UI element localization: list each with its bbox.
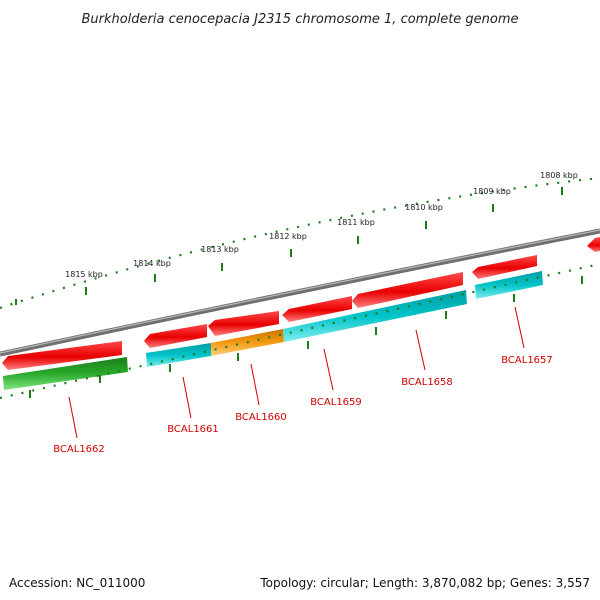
forward-strand-genes — [2, 237, 600, 370]
leader-line — [415, 329, 426, 371]
gene-label[interactable]: BCAL1659 — [310, 397, 362, 408]
backbone-highlight — [0, 229, 600, 354]
gene-arrow[interactable] — [144, 324, 207, 348]
scale-label: 1808 kbp — [540, 171, 578, 180]
gene-arrow[interactable] — [472, 255, 537, 279]
gene-arrow[interactable] — [352, 272, 463, 308]
gene-labels: BCAL1662 BCAL1661 BCAL1660 BCAL1659 BCAL… — [53, 355, 553, 455]
scale-label: 1809 kbp — [473, 187, 511, 196]
gene-label[interactable]: BCAL1661 — [167, 424, 219, 435]
gene-arrow[interactable] — [282, 296, 352, 322]
leader-line — [182, 376, 192, 419]
map-title: Burkholderia cenocepacia J2315 chromosom… — [81, 12, 518, 27]
gene-arrow[interactable] — [587, 237, 600, 252]
cds-bar[interactable] — [475, 271, 543, 299]
scale-labels: 1815 kbp 1814 kbp 1813 kbp 1812 kbp 1811… — [65, 171, 578, 279]
label-leaders — [68, 306, 525, 439]
cds-bar[interactable] — [3, 357, 128, 390]
inner-scale-ring — [0, 262, 600, 400]
inner-scale-dots — [0, 262, 600, 400]
leader-line — [323, 348, 334, 391]
chromosome-backbone — [0, 228, 600, 357]
leader-line — [250, 363, 260, 406]
gene-arrow[interactable] — [2, 341, 122, 370]
leader-line — [514, 306, 525, 349]
scale-label: 1814 kbp — [133, 259, 171, 268]
scale-label: 1815 kbp — [65, 270, 103, 279]
cds-features — [3, 271, 543, 390]
gene-arrow[interactable] — [208, 311, 279, 336]
scale-label: 1813 kbp — [201, 245, 239, 254]
scale-label: 1811 kbp — [337, 218, 375, 227]
gene-label[interactable]: BCAL1662 — [53, 444, 105, 455]
scale-label: 1812 kbp — [269, 232, 307, 241]
leader-line — [68, 396, 78, 439]
cds-bar[interactable] — [283, 290, 467, 342]
accession-text: Accession: NC_011000 — [9, 576, 145, 590]
scale-label: 1810 kbp — [405, 203, 443, 212]
gene-label[interactable]: BCAL1660 — [235, 412, 287, 423]
gene-label[interactable]: BCAL1658 — [401, 377, 453, 388]
outer-scale-ring — [0, 176, 600, 310]
genome-summary-text: Topology: circular; Length: 3,870,082 bp… — [259, 576, 590, 590]
gene-label[interactable]: BCAL1657 — [501, 355, 553, 366]
